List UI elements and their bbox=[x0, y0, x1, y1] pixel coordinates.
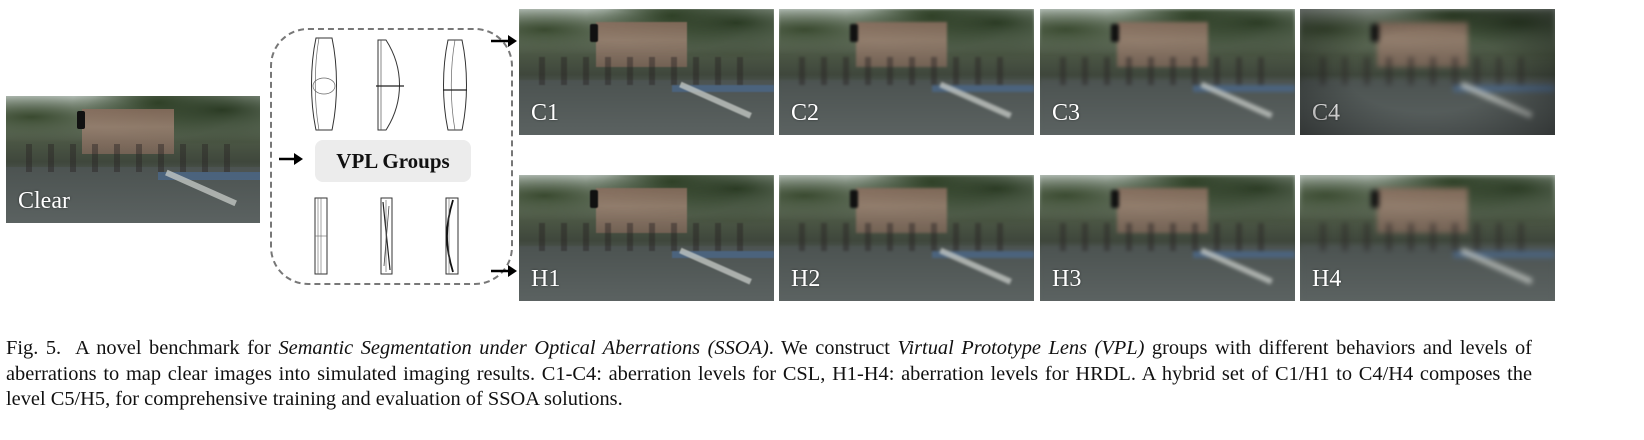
hrdl-lens-icon bbox=[445, 197, 459, 275]
hrdl-lens-icon bbox=[380, 197, 393, 275]
caption-text: . We construct bbox=[768, 337, 890, 359]
vpl-group-box bbox=[270, 28, 513, 285]
csl-lens-icon bbox=[376, 39, 404, 131]
hrdl-lens-icon bbox=[314, 197, 328, 275]
hrdl-level-label: H4 bbox=[1312, 266, 1342, 292]
hrdl-result-image: H1 bbox=[519, 175, 774, 301]
hrdl-level-label: H3 bbox=[1052, 266, 1082, 292]
vpl-groups-label: VPL Groups bbox=[315, 140, 471, 182]
hrdl-level-label: H2 bbox=[791, 266, 821, 292]
caption-text: groups with different behaviors and leve… bbox=[6, 337, 1532, 410]
hrdl-result-image: H3 bbox=[1040, 175, 1295, 301]
caption-emphasis: Virtual Prototype Lens (VPL) bbox=[897, 337, 1145, 359]
figure-caption: Fig. 5. A novel benchmark for Semantic S… bbox=[6, 336, 1532, 413]
hrdl-result-image: H4 bbox=[1300, 175, 1555, 301]
csl-level-label: C3 bbox=[1052, 100, 1081, 126]
caption-emphasis: Semantic Segmentation under Optical Aber… bbox=[278, 337, 769, 359]
caption-text: A novel benchmark for bbox=[75, 337, 271, 359]
arrow-right-icon bbox=[491, 265, 517, 277]
arrow-right-icon bbox=[491, 35, 517, 47]
hrdl-level-label: H1 bbox=[531, 266, 561, 292]
csl-lens-icon bbox=[311, 37, 337, 131]
figure-number: Fig. 5. bbox=[6, 337, 62, 359]
csl-level-label: C2 bbox=[791, 100, 820, 126]
hrdl-result-image: H2 bbox=[779, 175, 1034, 301]
csl-result-image: C3 bbox=[1040, 9, 1295, 135]
clear-image: Clear bbox=[6, 96, 260, 223]
csl-level-label: C4 bbox=[1312, 100, 1341, 126]
csl-result-image: C1 bbox=[519, 9, 774, 135]
csl-level-label: C1 bbox=[531, 100, 560, 126]
arrow-right-icon bbox=[279, 153, 303, 165]
csl-lens-icon bbox=[443, 39, 467, 131]
csl-result-image: C2 bbox=[779, 9, 1034, 135]
clear-image-label: Clear bbox=[18, 188, 70, 214]
csl-result-image: C4 bbox=[1300, 9, 1555, 135]
